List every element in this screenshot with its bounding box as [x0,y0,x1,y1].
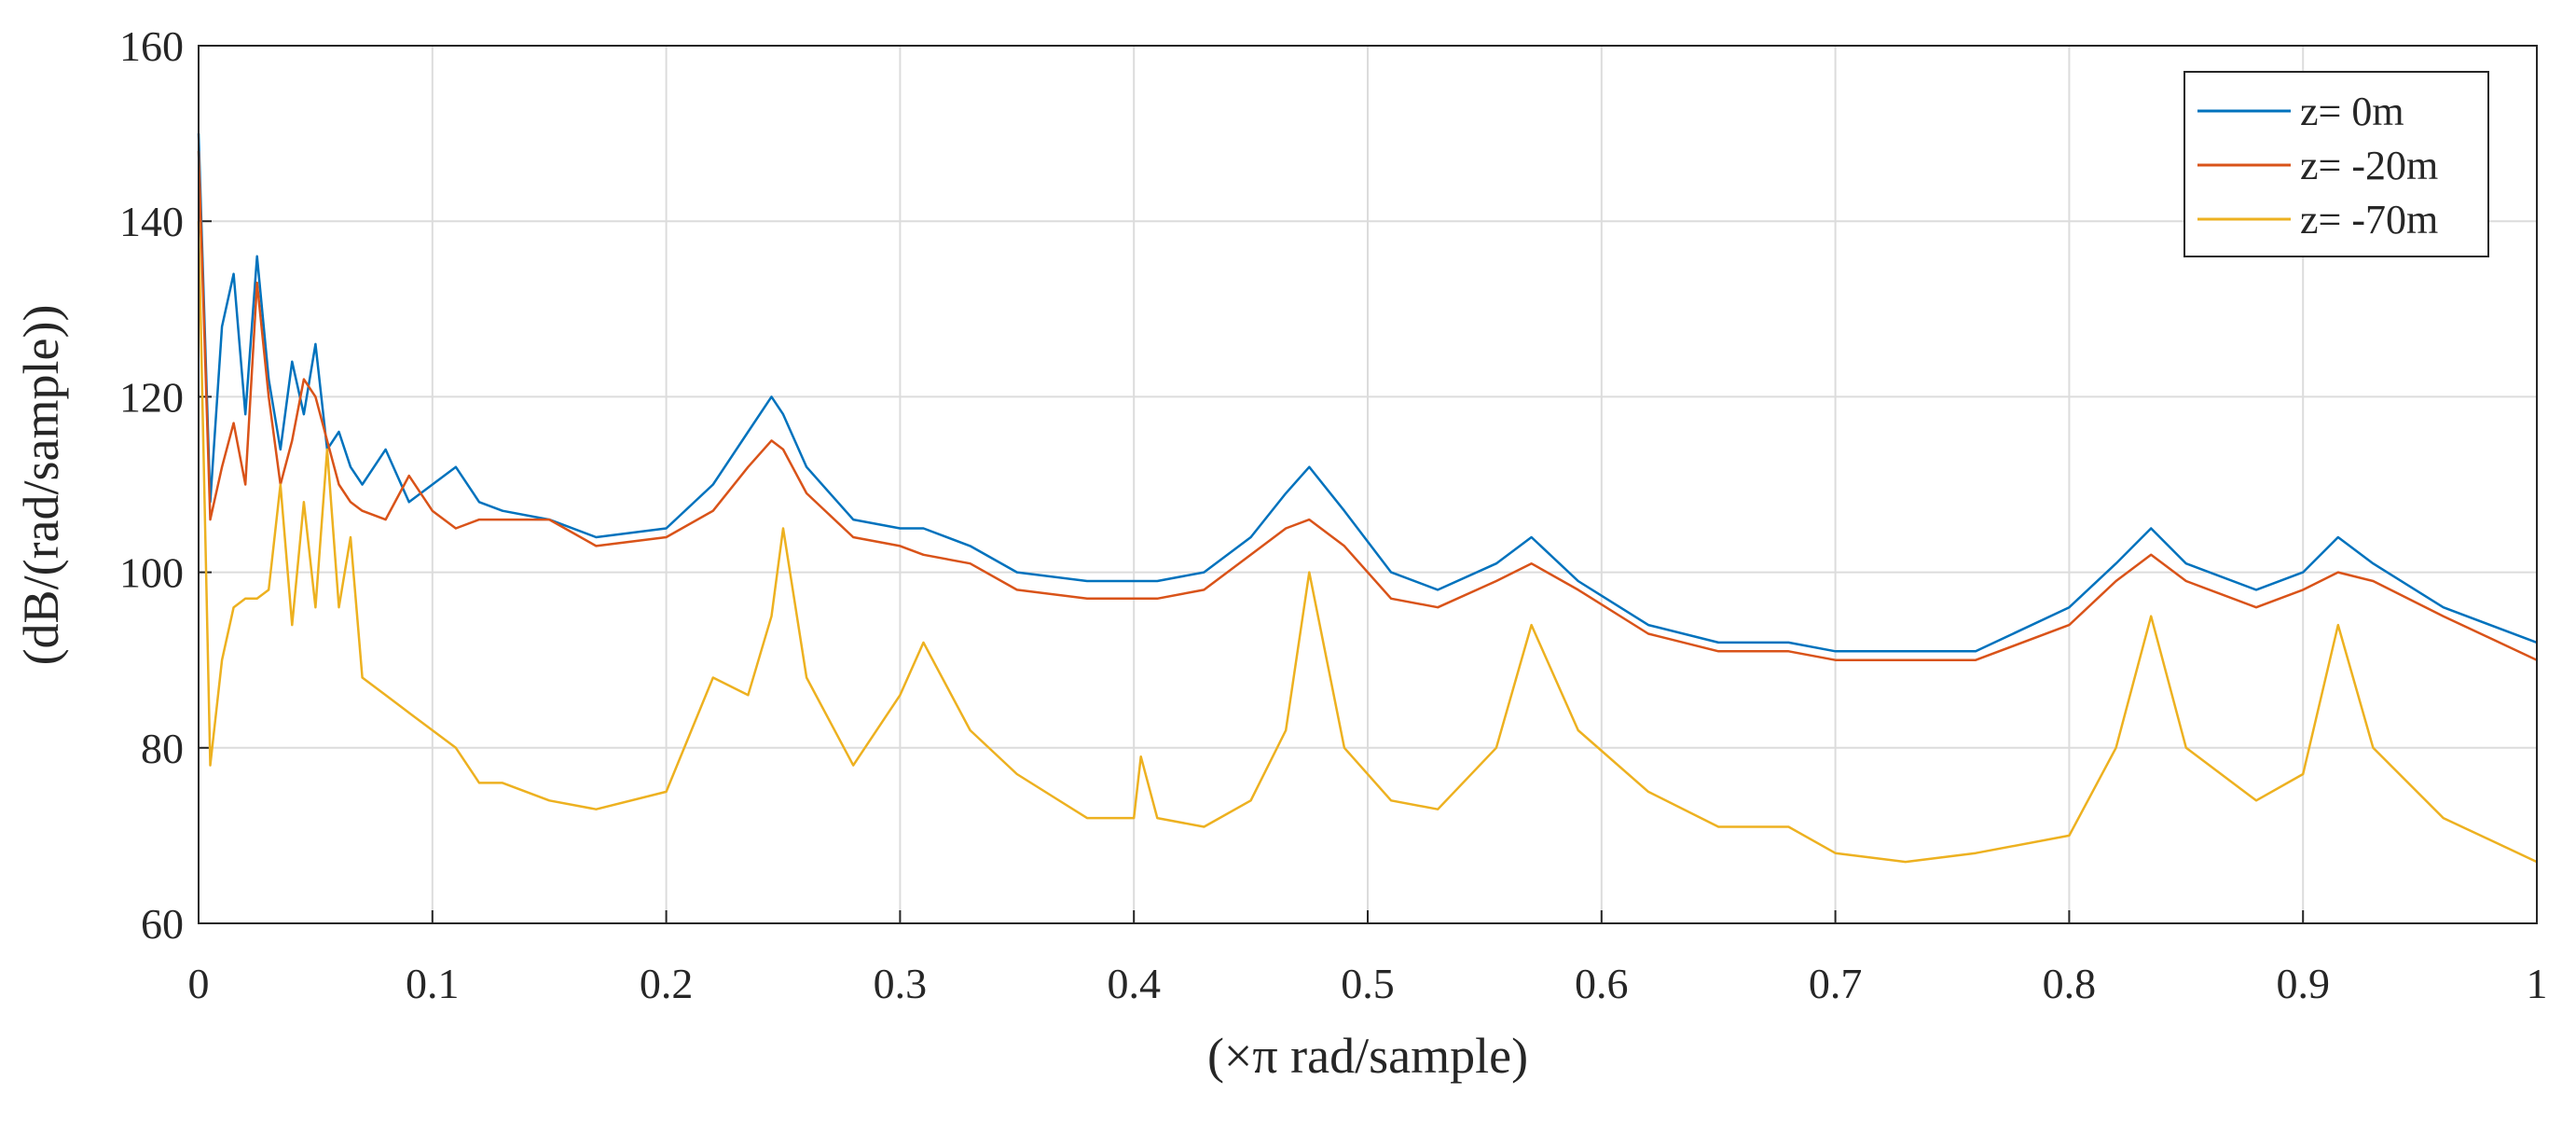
x-tick-label: 0.8 [2043,960,2097,1007]
x-tick-label: 0 [188,960,210,1007]
line-series [197,221,2538,864]
x-tick-label: 0.7 [1809,960,1863,1007]
plot-frame [198,45,2538,924]
y-tick-label: 160 [119,22,184,70]
x-tick-label: 0.1 [406,960,460,1007]
x-tick-label: 1 [2527,960,2548,1007]
legend-label: z= 0m [2300,89,2404,134]
line-series [197,150,2538,661]
y-tick-label: 100 [119,549,184,597]
y-axis-label: (dB/(rad/sample)) [13,305,69,666]
y-tick-label: 60 [141,900,184,948]
y-tick-label: 140 [119,198,184,245]
x-tick-label: 0.3 [874,960,928,1007]
x-tick-label: 0.9 [2276,960,2330,1007]
x-tick-label: 0.2 [640,960,694,1007]
x-tick-label: 0.4 [1107,960,1161,1007]
legend-label: z= -70m [2300,197,2438,242]
x-axis-label: (×π rad/sample) [1207,1028,1528,1084]
x-tick-label: 0.6 [1575,960,1629,1007]
line-series [197,133,2538,653]
y-tick-label: 120 [119,373,184,421]
x-tick-label: 0.5 [1341,960,1395,1007]
legend-label: z= -20m [2300,143,2438,188]
y-tick-label: 80 [141,725,184,772]
